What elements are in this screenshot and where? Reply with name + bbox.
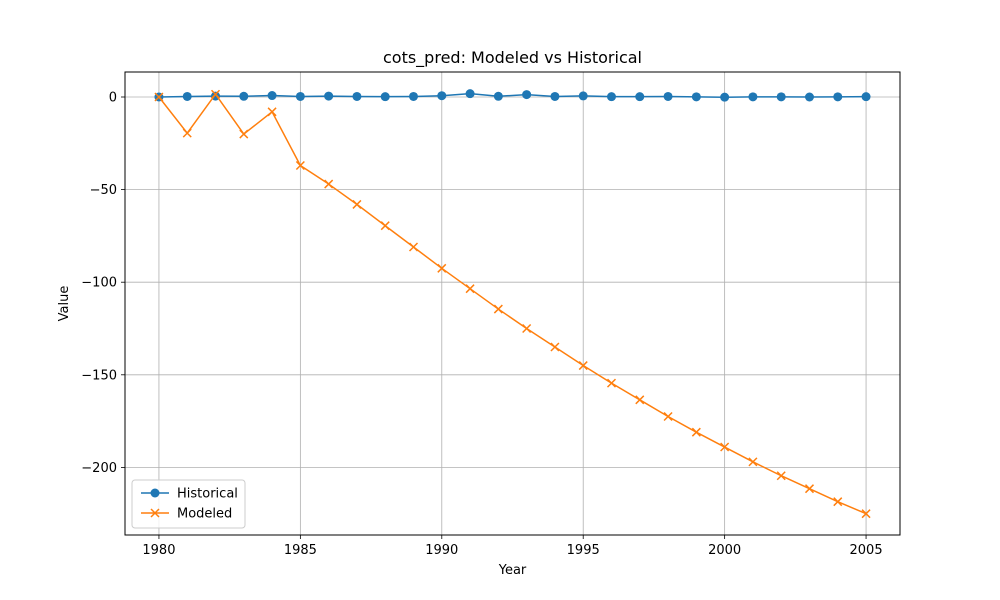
data-point-historical [804, 92, 814, 102]
data-point-modeled [522, 323, 532, 334]
data-point-historical [437, 91, 447, 101]
data-point-historical [720, 92, 730, 102]
data-point-historical [776, 92, 786, 102]
data-point-historical [182, 91, 192, 101]
data-point-historical [550, 91, 560, 101]
legend-frame [131, 479, 246, 529]
data-point-historical [635, 92, 645, 102]
x-tick-label: 2000 [708, 543, 741, 558]
legend-entry-modeled: Modeled [141, 507, 232, 522]
data-point-historical [380, 92, 390, 102]
data-point-modeled [720, 442, 730, 452]
data-point-historical [861, 92, 871, 102]
y-tick-label: 0 [109, 91, 117, 106]
data-point-historical [409, 91, 419, 101]
data-point-historical [324, 91, 334, 101]
data-point-modeled [465, 284, 475, 294]
data-point-historical [267, 91, 277, 101]
y-tick-label: −200 [81, 461, 117, 476]
data-point-modeled [833, 497, 843, 507]
series-line-historical [158, 92, 867, 98]
data-point-modeled [267, 107, 277, 117]
data-point-historical [465, 89, 475, 99]
data-point-modeled [295, 160, 305, 171]
data-point-modeled [804, 484, 815, 494]
plot-frame [124, 71, 901, 536]
data-point-historical [239, 91, 249, 101]
data-point-modeled [352, 199, 362, 209]
y-tick-label: −50 [90, 183, 117, 198]
data-point-modeled [182, 128, 192, 138]
data-point-historical [578, 91, 588, 101]
x-tick-label: 2005 [850, 543, 883, 558]
data-point-historical [691, 92, 701, 102]
data-point-modeled [239, 129, 249, 139]
data-point-modeled [578, 361, 588, 371]
data-point-modeled [635, 395, 645, 405]
x-tick-label: 1980 [142, 543, 175, 558]
x-tick-label: 1995 [567, 543, 600, 558]
y-axis-title: Value [57, 286, 72, 322]
y-tick-label: −100 [81, 276, 117, 291]
data-point-modeled [691, 427, 701, 437]
y-tick-label: −150 [81, 368, 117, 383]
data-point-modeled [324, 179, 334, 189]
legend: Historical Modeled [131, 479, 246, 529]
legend-label-historical: Historical [177, 487, 238, 502]
data-point-modeled [748, 457, 758, 467]
legend-label-modeled: Modeled [177, 507, 232, 522]
data-point-modeled [380, 221, 390, 231]
data-point-modeled [154, 92, 164, 102]
data-point-modeled [550, 342, 560, 352]
data-point-modeled [437, 263, 447, 273]
axis-ticks: 1980 1985 1990 1995 2000 2005 0 −50 −100 −150 −200 [81, 91, 882, 558]
data-point-historical [606, 92, 616, 102]
data-point-historical [352, 91, 362, 101]
data-point-modeled [861, 509, 871, 519]
data-point-modeled [210, 89, 221, 99]
legend-marker-historical [150, 488, 160, 498]
data-point-historical [833, 92, 843, 102]
data-point-modeled [408, 242, 419, 252]
series-line-modeled [158, 93, 867, 515]
data-point-modeled [493, 304, 503, 314]
x-axis-title: Year [498, 563, 527, 578]
data-point-historical [493, 91, 503, 101]
series-modeled [154, 89, 871, 519]
legend-marker-modeled [150, 508, 160, 518]
series-layer [154, 89, 871, 519]
data-point-historical [748, 92, 758, 102]
data-point-historical [663, 91, 673, 101]
x-tick-label: 1985 [284, 543, 317, 558]
x-tick-label: 1990 [425, 543, 458, 558]
chart-title: cots_pred: Modeled vs Historical [383, 48, 642, 68]
data-point-modeled [776, 471, 786, 481]
data-point-modeled [663, 411, 673, 422]
data-point-modeled [606, 378, 617, 388]
data-point-historical [295, 91, 305, 101]
series-historical [154, 89, 871, 102]
legend-entry-historical: Historical [141, 487, 238, 502]
data-point-historical [522, 90, 532, 100]
